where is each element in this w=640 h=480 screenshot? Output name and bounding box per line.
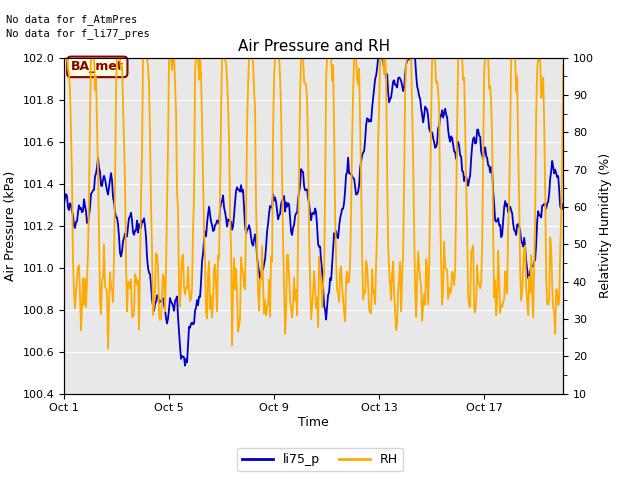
Y-axis label: Relativity Humidity (%): Relativity Humidity (%) xyxy=(600,153,612,298)
Title: Air Pressure and RH: Air Pressure and RH xyxy=(237,39,390,54)
Text: BA_met: BA_met xyxy=(71,60,124,73)
Text: No data for f_AtmPres
No data for f_li77_pres: No data for f_AtmPres No data for f_li77… xyxy=(6,14,150,39)
Y-axis label: Air Pressure (kPa): Air Pressure (kPa) xyxy=(4,170,17,281)
X-axis label: Time: Time xyxy=(298,416,329,429)
Legend: li75_p, RH: li75_p, RH xyxy=(237,448,403,471)
